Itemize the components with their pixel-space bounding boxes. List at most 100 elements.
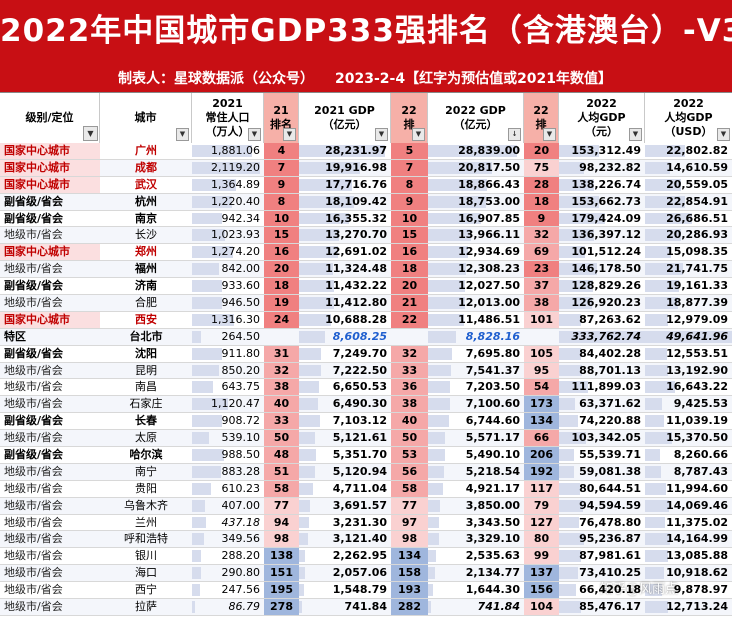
level-cell[interactable]: 地级市/省会 bbox=[4, 566, 63, 580]
city-cell[interactable]: 长春 bbox=[135, 414, 157, 428]
table-row[interactable]: 国家中心城市 郑州 1,274.20 16 12,691.02 16 12,934.69 69… bbox=[0, 244, 732, 262]
r21-rank-cell[interactable]: 24 bbox=[264, 311, 299, 328]
header-level[interactable]: 级别/定位 ▼ bbox=[0, 93, 100, 143]
r22-rank-cell[interactable]: 36 bbox=[391, 379, 428, 396]
r21-rank-cell[interactable]: 19 bbox=[264, 295, 299, 311]
usd-cell[interactable]: 22,802.82 bbox=[645, 143, 732, 159]
g21-cell[interactable]: 2,262.95 bbox=[299, 548, 391, 564]
g22-cell[interactable]: 2,134.77 bbox=[428, 565, 524, 581]
table-row[interactable]: 地级市/省会 兰州 437.18 94 3,231.30 97 3,343.50 127 76,… bbox=[0, 514, 732, 532]
pop-cell[interactable]: 643.75 bbox=[192, 379, 264, 395]
usd-cell[interactable]: 9,878.97 bbox=[645, 582, 732, 598]
pop-cell[interactable]: 908.72 bbox=[192, 413, 264, 429]
g22-cell[interactable]: 8,828.16 bbox=[428, 329, 524, 345]
pc-cell[interactable]: 55,539.71 bbox=[559, 447, 645, 463]
g22-cell[interactable]: 3,343.50 bbox=[428, 515, 524, 531]
filter-dropdown-icon[interactable]: ▼ bbox=[248, 128, 261, 141]
pop-cell[interactable]: 1,364.89 bbox=[192, 177, 264, 193]
rpc-rank-cell[interactable]: 32 bbox=[524, 227, 559, 244]
rpc-rank-cell[interactable]: 80 bbox=[524, 531, 559, 548]
r22-rank-cell[interactable]: 40 bbox=[391, 413, 428, 430]
city-cell[interactable]: 武汉 bbox=[135, 177, 157, 191]
table-row[interactable]: 地级市/省会 福州 842.00 20 11,324.48 18 12,308.23 23 14… bbox=[0, 261, 732, 279]
r22-rank-cell[interactable]: 50 bbox=[391, 430, 428, 447]
city-cell[interactable]: 南宁 bbox=[135, 464, 157, 478]
city-cell[interactable]: 贵阳 bbox=[135, 481, 157, 495]
city-cell[interactable]: 南昌 bbox=[135, 380, 157, 394]
pc-cell[interactable]: 66,420.18 bbox=[559, 582, 645, 598]
g21-cell[interactable]: 7,103.12 bbox=[299, 413, 391, 429]
city-cell[interactable]: 西宁 bbox=[135, 583, 157, 597]
header-r22[interactable]: 22 排 ▼ bbox=[391, 93, 428, 143]
r21-rank-cell[interactable]: 8 bbox=[264, 193, 299, 210]
city-cell[interactable]: 台北市 bbox=[129, 329, 163, 343]
pc-cell[interactable]: 136,397.12 bbox=[559, 227, 645, 243]
table-row[interactable]: 特区 台北市 264.50 8,608.25 8,828.16 333,762.74 49,… bbox=[0, 328, 732, 346]
table-row[interactable]: 副省级/省会 哈尔滨 988.50 48 5,351.70 53 5,490.10 206 55… bbox=[0, 447, 732, 464]
header-r21[interactable]: 21 排名 ▼ bbox=[264, 93, 299, 143]
g22-cell[interactable]: 6,744.60 bbox=[428, 413, 524, 429]
usd-cell[interactable]: 21,741.75 bbox=[645, 261, 732, 277]
r21-rank-cell[interactable]: 38 bbox=[264, 379, 299, 396]
usd-cell[interactable]: 11,039.19 bbox=[645, 413, 732, 429]
rpc-rank-cell[interactable]: 54 bbox=[524, 379, 559, 396]
r21-rank-cell[interactable]: 15 bbox=[264, 227, 299, 244]
level-cell[interactable]: 副省级/省会 bbox=[4, 448, 64, 462]
pop-cell[interactable]: 437.18 bbox=[192, 515, 264, 531]
pop-cell[interactable]: 86.79 bbox=[192, 599, 264, 615]
r21-rank-cell[interactable]: 98 bbox=[264, 531, 299, 548]
table-row[interactable]: 国家中心城市 西安 1,316.30 24 10,688.28 22 11,486.51 10… bbox=[0, 311, 732, 329]
g22-cell[interactable]: 11,486.51 bbox=[428, 312, 524, 328]
filter-dropdown-icon[interactable]: ▼ bbox=[176, 128, 189, 141]
table-row[interactable]: 副省级/省会 沈阳 911.80 31 7,249.70 32 7,695.80 105 84,… bbox=[0, 345, 732, 363]
table-row[interactable]: 副省级/省会 杭州 1,220.40 8 18,109.42 9 18,753.00 18 15… bbox=[0, 193, 732, 211]
rpc-rank-cell[interactable]: 127 bbox=[524, 514, 559, 531]
pop-cell[interactable]: 1,220.40 bbox=[192, 194, 264, 210]
g22-cell[interactable]: 741.84 bbox=[428, 599, 524, 615]
city-cell[interactable]: 乌鲁木齐 bbox=[124, 498, 168, 512]
pop-cell[interactable]: 946.50 bbox=[192, 295, 264, 311]
r21-rank-cell[interactable]: 31 bbox=[264, 345, 299, 362]
r21-rank-cell[interactable]: 50 bbox=[264, 430, 299, 447]
level-cell[interactable]: 特区 bbox=[4, 329, 26, 343]
header-pop[interactable]: 2021 常住人口 （万人） ▼ bbox=[192, 93, 264, 143]
rpc-rank-cell[interactable]: 23 bbox=[524, 261, 559, 278]
table-row[interactable]: 副省级/省会 济南 933.60 18 11,432.22 20 12,027.50 37 12… bbox=[0, 278, 732, 296]
pop-cell[interactable]: 2,119.20 bbox=[192, 160, 264, 176]
city-cell[interactable]: 太原 bbox=[135, 431, 157, 445]
g22-cell[interactable]: 7,203.50 bbox=[428, 379, 524, 395]
city-cell[interactable]: 石家庄 bbox=[129, 397, 163, 411]
pc-cell[interactable]: 87,981.61 bbox=[559, 548, 645, 564]
g22-cell[interactable]: 13,966.11 bbox=[428, 227, 524, 243]
g21-cell[interactable]: 8,608.25 bbox=[299, 329, 391, 345]
usd-cell[interactable]: 13,085.88 bbox=[645, 548, 732, 564]
level-cell[interactable]: 国家中心城市 bbox=[0, 244, 100, 261]
r22-rank-cell[interactable]: 77 bbox=[391, 497, 428, 514]
r21-rank-cell[interactable]: 9 bbox=[264, 176, 299, 193]
pop-cell[interactable]: 247.56 bbox=[192, 582, 264, 598]
pc-cell[interactable]: 103,342.05 bbox=[559, 430, 645, 446]
g21-cell[interactable]: 11,324.48 bbox=[299, 261, 391, 277]
rpc-rank-cell[interactable]: 95 bbox=[524, 362, 559, 379]
filter-active-icon[interactable]: ▼ bbox=[83, 126, 98, 141]
header-g22[interactable]: 2022 GDP （亿元） ↓ bbox=[428, 93, 524, 143]
level-cell[interactable]: 国家中心城市 bbox=[0, 176, 100, 193]
rpc-rank-cell[interactable]: 156 bbox=[524, 582, 559, 599]
level-cell[interactable]: 地级市/省会 bbox=[4, 532, 63, 546]
pop-cell[interactable]: 988.50 bbox=[192, 447, 264, 463]
level-cell[interactable]: 地级市/省会 bbox=[4, 228, 63, 242]
level-cell[interactable]: 地级市/省会 bbox=[4, 296, 63, 310]
g21-cell[interactable]: 5,120.94 bbox=[299, 464, 391, 480]
pc-cell[interactable]: 333,762.74 bbox=[559, 329, 645, 345]
table-row[interactable]: 副省级/省会 长春 908.72 33 7,103.12 40 6,744.60 134 74,… bbox=[0, 413, 732, 431]
r22-rank-cell[interactable]: 158 bbox=[391, 565, 428, 582]
city-cell[interactable]: 哈尔滨 bbox=[129, 448, 163, 462]
g22-cell[interactable]: 5,571.17 bbox=[428, 430, 524, 446]
g21-cell[interactable]: 7,249.70 bbox=[299, 346, 391, 362]
pc-cell[interactable]: 74,220.88 bbox=[559, 413, 645, 429]
city-cell[interactable]: 杭州 bbox=[135, 194, 157, 208]
g22-cell[interactable]: 12,013.00 bbox=[428, 295, 524, 311]
pop-cell[interactable]: 1,881.06 bbox=[192, 143, 264, 159]
r21-rank-cell[interactable]: 278 bbox=[264, 599, 299, 615]
r21-rank-cell[interactable]: 48 bbox=[264, 447, 299, 463]
